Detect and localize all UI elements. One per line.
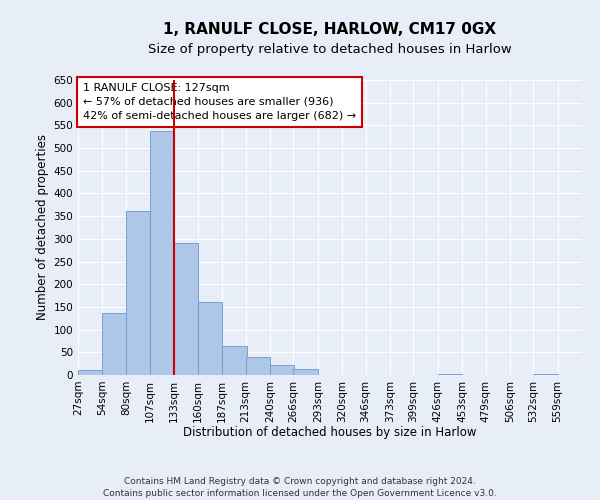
Bar — [173, 243, 198, 375]
Text: 1, RANULF CLOSE, HARLOW, CM17 0GX: 1, RANULF CLOSE, HARLOW, CM17 0GX — [163, 22, 497, 38]
Bar — [103, 314, 127, 375]
Bar — [222, 346, 247, 375]
Text: 1 RANULF CLOSE: 127sqm
← 57% of detached houses are smaller (936)
42% of semi-de: 1 RANULF CLOSE: 127sqm ← 57% of detached… — [83, 83, 356, 121]
Y-axis label: Number of detached properties: Number of detached properties — [36, 134, 49, 320]
Text: Size of property relative to detached houses in Harlow: Size of property relative to detached ho… — [148, 42, 512, 56]
Bar — [150, 132, 175, 375]
Bar — [78, 370, 103, 375]
Bar — [438, 374, 462, 375]
Bar — [198, 302, 222, 375]
Bar — [533, 374, 557, 375]
Bar — [126, 210, 150, 375]
Text: Contains public sector information licensed under the Open Government Licence v3: Contains public sector information licen… — [103, 489, 497, 498]
Bar — [293, 369, 318, 375]
Bar — [270, 365, 295, 375]
Text: Contains HM Land Registry data © Crown copyright and database right 2024.: Contains HM Land Registry data © Crown c… — [124, 478, 476, 486]
Bar — [245, 357, 270, 375]
X-axis label: Distribution of detached houses by size in Harlow: Distribution of detached houses by size … — [183, 426, 477, 439]
